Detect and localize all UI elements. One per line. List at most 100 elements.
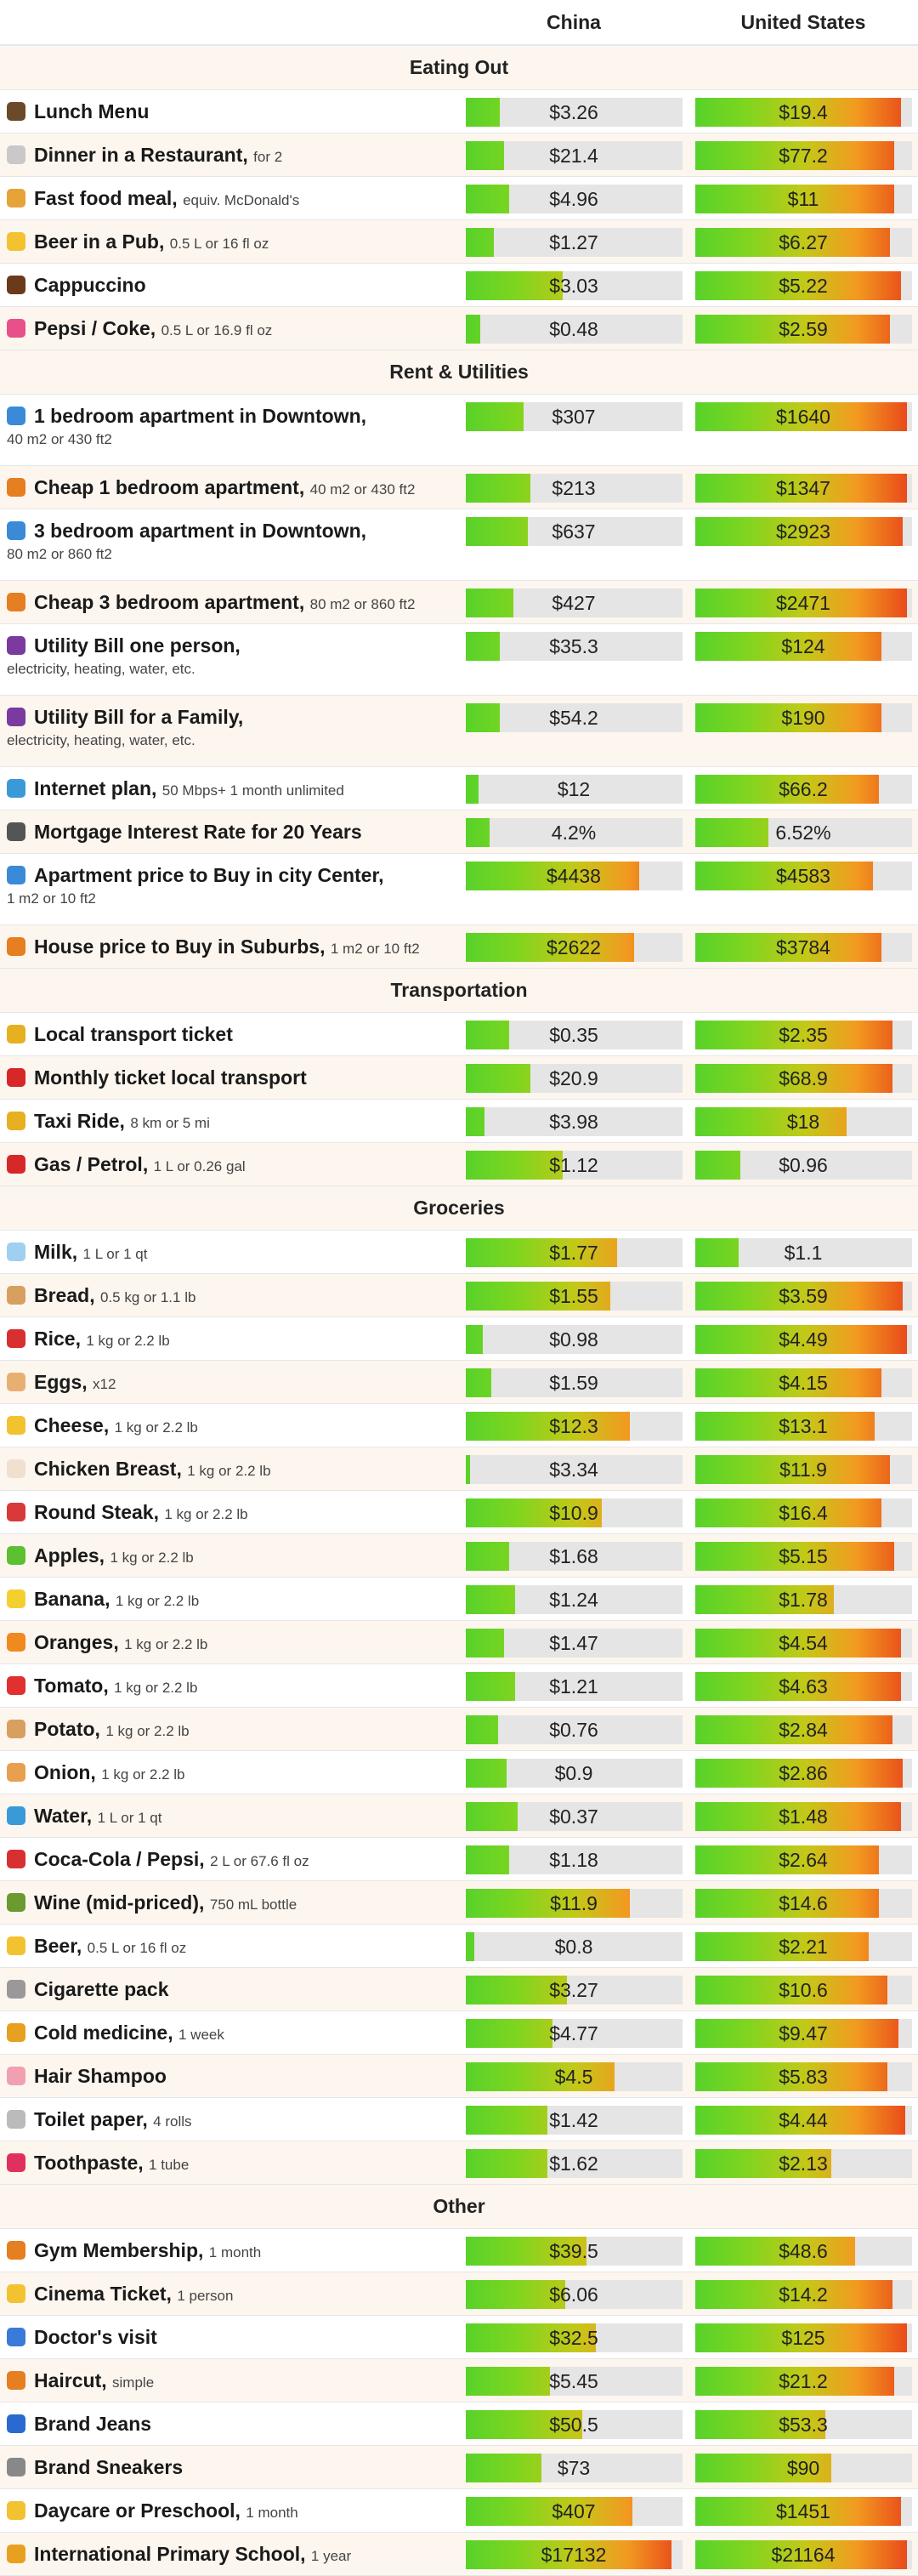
section-header: Groceries (0, 1186, 918, 1231)
price-bar: $35.3 (465, 632, 683, 661)
row-label: Toothpaste, 1 tube (0, 2141, 459, 2176)
bottle-icon (7, 2067, 26, 2085)
item-note: 1 kg or 2.2 lb (164, 1506, 248, 1522)
price-bar-fill (465, 2323, 596, 2352)
price-bar-fill (694, 2062, 888, 2091)
us-cell: $1451 (688, 2489, 918, 2526)
us-cell: $2.84 (688, 1708, 918, 1744)
table-row: Utility Bill for a Family, electricity, h… (0, 696, 918, 767)
table-row: Round Steak, 1 kg or 2.2 lb $10.9 $16.4 (0, 1491, 918, 1534)
us-cell: $13.1 (688, 1404, 918, 1441)
table-row: Eggs, x12 $1.59 $4.15 (0, 1361, 918, 1404)
price-bar-fill (465, 2062, 615, 2091)
item-name: 3 bedroom apartment in Downtown, (34, 520, 367, 542)
price-bar: $0.37 (465, 1802, 683, 1831)
us-cell: $2.13 (688, 2141, 918, 2178)
price-value: $1.1 (784, 1241, 823, 1264)
row-label: Internet plan, 50 Mbps+ 1 month unlimite… (0, 767, 459, 802)
row-label: Tomato, 1 kg or 2.2 lb (0, 1664, 459, 1699)
price-bar-fill (465, 1759, 507, 1788)
us-cell: $48.6 (688, 2229, 918, 2266)
item-name: Cappuccino (34, 274, 146, 296)
price-bar-fill (694, 1282, 904, 1311)
price-bar: $6.06 (465, 2280, 683, 2309)
price-bar-fill (694, 1759, 904, 1788)
item-name: Banana, (34, 1588, 110, 1610)
table-row: Banana, 1 kg or 2.2 lb $1.24 $1.78 (0, 1578, 918, 1621)
us-cell: $4.44 (688, 2098, 918, 2135)
item-name: Dinner in a Restaurant, (34, 144, 248, 166)
china-cell: $4438 (459, 854, 688, 890)
china-cell: $307 (459, 395, 688, 431)
price-bar: $1.59 (465, 1368, 683, 1397)
city-icon (7, 407, 26, 425)
price-bar: $5.45 (465, 2367, 683, 2396)
price-value: $35.3 (549, 634, 598, 657)
price-bar-fill (694, 2280, 892, 2309)
cheese-icon (7, 1416, 26, 1435)
price-bar: $21164 (694, 2540, 912, 2569)
price-bar-fill (465, 1151, 564, 1180)
price-value: $12 (557, 777, 591, 800)
roll-icon (7, 2110, 26, 2129)
price-bar: $39.5 (465, 2237, 683, 2266)
table-row: Cheap 1 bedroom apartment, 40 m2 or 430 … (0, 466, 918, 509)
row-label: Cinema Ticket, 1 person (0, 2272, 459, 2307)
row-label: Utility Bill one person, electricity, hea… (0, 624, 459, 680)
price-bar: $1347 (694, 474, 912, 503)
china-cell: $0.98 (459, 1317, 688, 1354)
price-bar: $17132 (465, 2540, 683, 2569)
price-bar-fill (465, 1542, 509, 1571)
price-bar-fill (694, 271, 901, 300)
item-name: Coca-Cola / Pepsi, (34, 1848, 205, 1870)
price-bar: $124 (694, 632, 912, 661)
price-bar-fill (694, 474, 908, 503)
price-bar: $0.76 (465, 1715, 683, 1744)
price-bar-fill (465, 517, 529, 546)
china-cell: $1.12 (459, 1143, 688, 1180)
price-bar: $11 (694, 185, 912, 213)
price-bar-fill (694, 1151, 741, 1180)
item-name: Doctor's visit (34, 2326, 157, 2348)
us-cell: $4583 (688, 854, 918, 890)
jeans-icon (7, 2414, 26, 2433)
price-value: $6.06 (549, 2283, 598, 2306)
price-value: $17132 (541, 2543, 607, 2566)
us-cell: $11.9 (688, 1447, 918, 1484)
price-value: $5.22 (779, 274, 828, 297)
doctor-icon (7, 2328, 26, 2346)
china-cell: $1.55 (459, 1274, 688, 1311)
item-subnote: electricity, heating, water, etc. (7, 661, 196, 677)
row-label: 3 bedroom apartment in Downtown, 80 m2 or… (0, 509, 459, 566)
price-value: $3.59 (779, 1284, 828, 1307)
item-subnote: 1 m2 or 10 ft2 (7, 890, 96, 907)
price-value: $4.54 (779, 1631, 828, 1654)
china-cell: $20.9 (459, 1056, 688, 1093)
price-value: $3.26 (549, 100, 598, 123)
us-cell: $11 (688, 177, 918, 213)
price-bar: $0.9 (465, 1759, 683, 1788)
item-name: Mortgage Interest Rate for 20 Years (34, 821, 362, 843)
price-value: $1.77 (549, 1241, 598, 1264)
item-note: 1 week (178, 2027, 224, 2043)
china-cell: 4.2% (459, 810, 688, 847)
us-cell: $124 (688, 624, 918, 661)
china-cell: $11.9 (459, 1881, 688, 1918)
price-bar-fill (694, 703, 881, 732)
price-value: $21.4 (549, 144, 598, 167)
us-cell: $1347 (688, 466, 918, 503)
price-value: $2622 (547, 935, 601, 958)
price-bar-fill (465, 1715, 498, 1744)
ticket-icon (7, 1068, 26, 1087)
item-name: Cold medicine, (34, 2022, 173, 2044)
price-value: $12.3 (549, 1414, 598, 1437)
item-name: Bread, (34, 1284, 95, 1306)
item-name: Cigarette pack (34, 1978, 169, 2000)
price-bar-fill (465, 818, 490, 847)
china-cell: $4.96 (459, 177, 688, 213)
us-cell: $2.35 (688, 1013, 918, 1049)
price-bar: $1.77 (465, 1238, 683, 1267)
price-value: $407 (552, 2499, 596, 2522)
price-bar: $3.26 (465, 98, 683, 127)
item-note: 1 person (177, 2288, 234, 2304)
